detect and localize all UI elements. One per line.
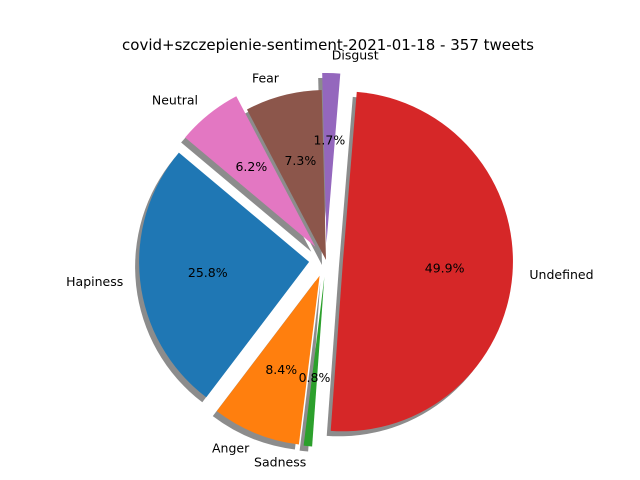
slice-pct-hapiness: 25.8% (188, 265, 228, 280)
slice-label-hapiness: Hapiness (66, 274, 123, 289)
slice-disgust (322, 73, 341, 244)
slice-labels: Hapiness 25.8% Anger 8.4% Sadness 0.8% Undefin… (66, 48, 593, 470)
slice-label-disgust: Disgust (332, 48, 379, 63)
slice-label-anger: Anger (212, 441, 250, 456)
chart-title: covid+szczepienie-sentiment-2021-01-18 -… (122, 36, 534, 54)
slice-fear (246, 90, 326, 261)
slice-hapiness (139, 152, 310, 398)
slice-sadness (303, 276, 325, 447)
slice-label-neutral: Neutral (152, 93, 198, 108)
slice-shadow-sadness (299, 281, 321, 452)
slice-undefined (330, 91, 513, 432)
slice-pct-disgust: 1.7% (313, 133, 345, 148)
slice-label-undefined: Undefined (529, 267, 593, 282)
slice-wedges (139, 73, 513, 447)
slice-pct-fear: 7.3% (284, 153, 316, 168)
slice-neutral (185, 96, 316, 247)
slice-pct-sadness: 0.8% (299, 370, 331, 385)
slice-pct-neutral: 6.2% (235, 159, 267, 174)
slice-label-fear: Fear (252, 71, 280, 86)
slice-anger (216, 275, 320, 445)
slice-pct-anger: 8.4% (265, 362, 297, 377)
slice-label-sadness: Sadness (254, 455, 306, 470)
slice-pct-undefined: 49.9% (425, 261, 465, 276)
